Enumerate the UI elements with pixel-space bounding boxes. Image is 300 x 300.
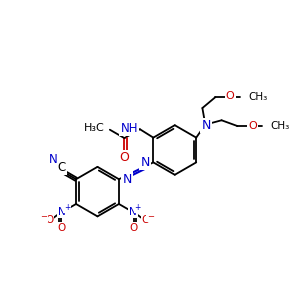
- Text: NH: NH: [120, 122, 138, 135]
- Text: N: N: [58, 207, 66, 217]
- Text: N: N: [49, 153, 57, 167]
- Text: H₃C: H₃C: [84, 123, 105, 133]
- Text: N: N: [140, 156, 150, 169]
- Text: +: +: [64, 203, 70, 212]
- Text: O: O: [226, 91, 235, 101]
- Text: CH₃: CH₃: [270, 121, 290, 131]
- Text: N: N: [122, 172, 132, 186]
- Text: +: +: [135, 203, 141, 212]
- Text: N: N: [202, 119, 211, 132]
- Text: O: O: [248, 121, 256, 131]
- Text: O: O: [57, 223, 65, 233]
- Text: O: O: [119, 152, 129, 164]
- Text: O: O: [45, 215, 53, 225]
- Text: N: N: [129, 207, 137, 217]
- Text: −: −: [40, 212, 47, 221]
- Text: C: C: [57, 161, 65, 174]
- Text: −: −: [147, 212, 154, 221]
- Text: O: O: [142, 215, 150, 225]
- Text: O: O: [130, 223, 138, 233]
- Text: CH₃: CH₃: [248, 92, 267, 102]
